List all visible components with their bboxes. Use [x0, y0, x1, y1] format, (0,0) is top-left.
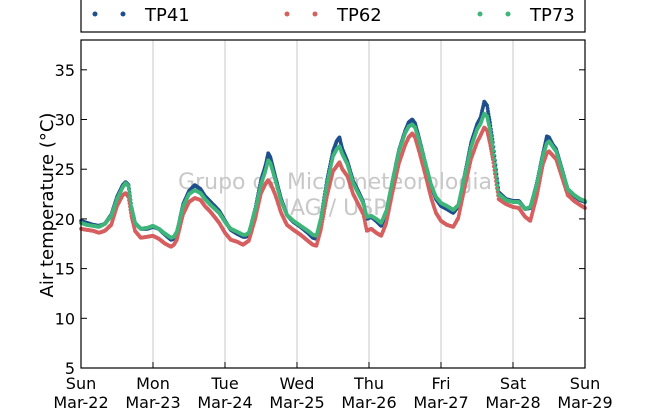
- x-tick-label-day: Sat: [500, 374, 526, 393]
- legend-entry-TP73: TP73: [477, 5, 575, 26]
- legend-entry-TP41: TP41: [92, 5, 190, 26]
- x-axis: SunMar-22MonMar-23TueMar-24WedMar-25ThuM…: [53, 362, 613, 409]
- data-point: [324, 185, 329, 190]
- data-point: [127, 191, 132, 196]
- data-point: [486, 109, 490, 114]
- data-point: [320, 208, 325, 213]
- y-tick-label: 5: [65, 359, 75, 378]
- legend-marker: [312, 11, 318, 17]
- data-point: [129, 201, 133, 206]
- data-point: [491, 148, 496, 153]
- legend-label: TP62: [336, 5, 382, 26]
- data-point: [323, 188, 328, 193]
- data-point: [494, 174, 499, 179]
- data-point: [490, 144, 495, 149]
- x-tick-label-date: Mar-22: [53, 393, 108, 409]
- data-point: [492, 157, 497, 162]
- x-tick-label-date: Mar-28: [485, 393, 540, 409]
- legend-box: [80, 0, 586, 33]
- y-tick-label: 35: [55, 61, 75, 80]
- data-point: [128, 194, 132, 199]
- x-tick-label-date: Mar-29: [557, 393, 612, 409]
- data-point: [490, 141, 495, 146]
- legend-marker: [477, 11, 483, 17]
- legend-marker: [284, 11, 290, 17]
- x-tick-label-day: Wed: [280, 374, 315, 393]
- y-tick-label: 25: [55, 160, 75, 179]
- watermark-line1: Grupo de Micrometeorologia: [178, 170, 492, 195]
- data-point: [495, 179, 499, 183]
- data-point: [489, 136, 494, 140]
- data-point: [321, 200, 326, 204]
- legend-label: TP73: [529, 5, 575, 26]
- data-point: [126, 184, 131, 189]
- x-tick-label-date: Mar-24: [197, 393, 252, 409]
- x-tick-label-day: Sun: [570, 374, 600, 393]
- data-point: [496, 187, 500, 192]
- legend-label: TP41: [144, 5, 190, 26]
- x-tick-label-day: Fri: [431, 374, 450, 393]
- x-tick-label-day: Tue: [210, 374, 238, 393]
- series-TP73: [79, 111, 587, 240]
- plot-frame: [80, 39, 586, 369]
- data-point: [323, 191, 328, 196]
- x-tick-label-date: Mar-23: [125, 393, 180, 409]
- data-point: [485, 106, 490, 111]
- data-point: [493, 161, 497, 166]
- data-point: [127, 187, 131, 192]
- data-point: [494, 170, 498, 175]
- y-tick-label: 10: [55, 309, 75, 328]
- x-tick-label-day: Thu: [353, 374, 384, 393]
- data-point: [493, 166, 498, 170]
- data-point: [319, 211, 324, 216]
- data-point: [485, 103, 489, 108]
- data-point: [488, 127, 492, 132]
- data-point: [321, 202, 326, 207]
- data-point: [320, 205, 325, 210]
- legend-marker: [505, 11, 511, 17]
- y-tick-label: 15: [55, 260, 75, 279]
- data-point: [322, 197, 327, 202]
- x-tick-label-day: Sun: [66, 374, 96, 393]
- legend-marker: [120, 11, 126, 17]
- y-tick-label: 20: [55, 210, 75, 229]
- x-tick-label-date: Mar-26: [341, 393, 396, 409]
- x-tick-label-date: Mar-27: [413, 393, 468, 409]
- series-TP62: [79, 125, 587, 249]
- data-point: [318, 217, 323, 221]
- x-tick-label-date: Mar-25: [269, 393, 324, 409]
- y-axis: 5 10 15 20 25 30 35: [55, 61, 585, 378]
- data-point: [322, 194, 327, 199]
- legend: TP41 TP62 TP73: [80, 0, 586, 33]
- data-points: [79, 99, 587, 249]
- data-point: [495, 183, 500, 188]
- legend-marker: [92, 11, 98, 17]
- y-tick-label: 30: [55, 111, 75, 130]
- data-point: [492, 153, 496, 157]
- data-point: [319, 214, 324, 219]
- data-point: [490, 138, 494, 143]
- y-axis-label: Air temperature (°C): [37, 113, 58, 298]
- data-point: [488, 130, 493, 135]
- data-point: [324, 183, 329, 187]
- data-point: [128, 198, 133, 202]
- data-point: [489, 133, 493, 138]
- legend-entry-TP62: TP62: [284, 5, 382, 26]
- x-tick-label-day: Mon: [136, 374, 170, 393]
